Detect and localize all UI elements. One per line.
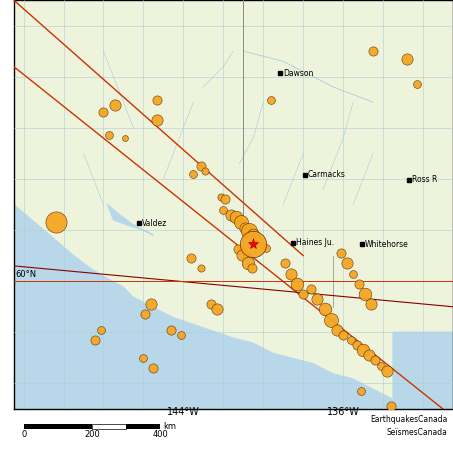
- Point: [337, 250, 345, 257]
- Point: [246, 228, 253, 235]
- Text: km: km: [163, 422, 176, 431]
- Point: [168, 326, 175, 334]
- Point: [238, 219, 245, 226]
- Point: [253, 236, 260, 243]
- Point: [112, 101, 119, 108]
- Point: [250, 232, 257, 239]
- Polygon shape: [14, 204, 103, 409]
- Bar: [92, 424, 126, 429]
- Text: Carmacks: Carmacks: [308, 170, 346, 179]
- Polygon shape: [14, 220, 453, 430]
- Point: [202, 168, 209, 175]
- Text: Valdez: Valdez: [142, 219, 168, 228]
- Point: [353, 341, 361, 349]
- Point: [404, 55, 411, 63]
- Point: [361, 290, 369, 298]
- Point: [397, 418, 405, 425]
- Point: [222, 196, 229, 203]
- Point: [154, 96, 161, 103]
- Point: [268, 96, 275, 103]
- Polygon shape: [393, 332, 453, 445]
- Point: [366, 352, 373, 359]
- Text: Haines Ju.: Haines Ju.: [296, 239, 334, 247]
- Point: [383, 367, 390, 374]
- Point: [343, 260, 351, 267]
- Point: [299, 290, 307, 298]
- Point: [282, 260, 289, 267]
- Point: [424, 426, 431, 433]
- Point: [294, 280, 301, 287]
- Point: [214, 306, 221, 313]
- Text: 136°W: 136°W: [327, 407, 360, 417]
- Polygon shape: [107, 204, 154, 235]
- Text: 144°W: 144°W: [167, 407, 200, 417]
- Point: [255, 238, 262, 245]
- Point: [245, 260, 252, 267]
- Point: [188, 255, 195, 262]
- Point: [308, 285, 315, 292]
- Point: [263, 244, 270, 252]
- Point: [100, 109, 107, 116]
- Point: [322, 306, 329, 313]
- Point: [148, 301, 155, 308]
- Point: [122, 134, 129, 142]
- Point: [233, 213, 240, 221]
- Point: [357, 388, 365, 395]
- Point: [150, 364, 157, 372]
- Text: EarthquakesCanada: EarthquakesCanada: [371, 415, 448, 424]
- Point: [154, 117, 161, 124]
- Text: Ross R: Ross R: [412, 175, 437, 185]
- Bar: [24, 424, 92, 429]
- Point: [360, 346, 367, 354]
- Point: [367, 301, 375, 308]
- Bar: [126, 424, 160, 429]
- Text: 400: 400: [152, 430, 168, 439]
- Point: [106, 132, 113, 139]
- Point: [92, 336, 99, 344]
- Point: [218, 193, 225, 201]
- Text: 200: 200: [84, 430, 100, 439]
- Text: 0: 0: [21, 430, 27, 439]
- Point: [235, 246, 242, 253]
- Point: [98, 326, 105, 334]
- Point: [288, 270, 295, 277]
- Point: [198, 265, 205, 272]
- Point: [347, 336, 355, 344]
- Point: [140, 354, 147, 361]
- Point: [198, 163, 205, 170]
- Text: Dawson: Dawson: [283, 69, 313, 78]
- Point: [387, 403, 395, 410]
- Point: [328, 316, 335, 323]
- Point: [249, 265, 256, 272]
- Point: [339, 331, 347, 339]
- Point: [377, 362, 385, 369]
- Point: [52, 219, 59, 226]
- Point: [313, 295, 321, 303]
- Point: [241, 224, 249, 231]
- Point: [249, 240, 256, 248]
- Point: [207, 301, 215, 308]
- Point: [228, 211, 235, 218]
- Point: [178, 331, 185, 339]
- Text: SeïsmesCanada: SeïsmesCanada: [387, 428, 448, 437]
- Point: [350, 270, 357, 277]
- Point: [356, 280, 363, 287]
- Text: 60°N: 60°N: [15, 270, 37, 279]
- Point: [333, 326, 341, 334]
- Point: [142, 311, 149, 318]
- Point: [371, 357, 379, 364]
- Point: [259, 242, 266, 249]
- Point: [414, 81, 421, 88]
- Text: Whitehorse: Whitehorse: [365, 240, 409, 249]
- Point: [190, 170, 197, 177]
- Point: [370, 48, 377, 55]
- Point: [220, 206, 227, 213]
- Point: [239, 251, 246, 258]
